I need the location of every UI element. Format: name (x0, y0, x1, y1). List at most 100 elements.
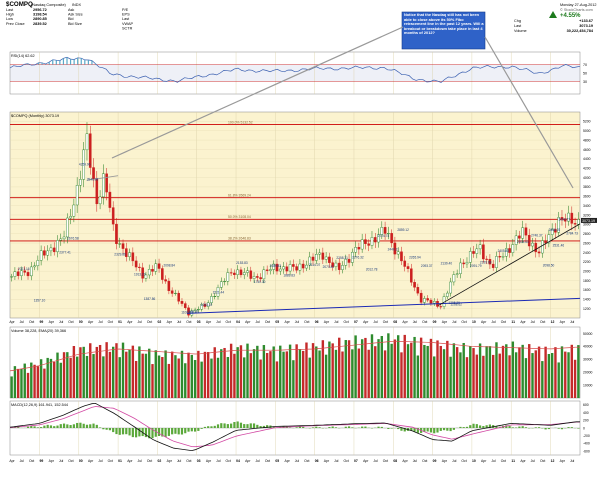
macd-hist-bar (522, 426, 524, 428)
macd-y-tick: 200 (583, 419, 589, 423)
volume-bar (538, 347, 540, 398)
macd-hist-bar (443, 428, 445, 430)
candle-body (404, 261, 406, 267)
rsi-y-tick: 50 (583, 72, 587, 76)
volume-bar (351, 349, 353, 398)
x-tick-label: Oct (29, 320, 34, 324)
candle-body (518, 236, 520, 238)
volume-bar (325, 355, 327, 398)
price-data-label: 1889.83 (283, 273, 295, 277)
x-tick-label: 07 (354, 459, 358, 463)
x-tick-label: Jul (491, 459, 496, 463)
macd-hist-bar (240, 423, 242, 428)
volume-bar (145, 354, 147, 398)
candle-body (102, 174, 104, 197)
macd-hist-bar (73, 424, 75, 428)
x-tick-label: Oct (186, 320, 191, 324)
macd-hist-bar (453, 428, 455, 430)
candle-body (122, 244, 124, 249)
volume-bar (246, 344, 248, 398)
volume-bar (178, 359, 180, 398)
volume-bar (53, 362, 55, 398)
candle-body (128, 253, 130, 257)
candle-body (165, 280, 167, 282)
volume-bar (89, 343, 91, 398)
price-data-label: 2329.86 (114, 253, 126, 257)
volume-bar (187, 353, 189, 398)
price-data-label: 2859.12 (397, 228, 409, 232)
candle-body (11, 277, 13, 278)
macd-hist-bar (446, 428, 448, 431)
macd-hist-bar (427, 428, 429, 431)
candle-body (364, 240, 366, 244)
macd-hist-bar (184, 428, 186, 433)
candle-body (148, 269, 150, 275)
volume-bar (358, 349, 360, 398)
x-tick-label: 06 (315, 320, 319, 324)
x-tick-label: 10 (472, 320, 476, 324)
volume-bar (138, 346, 140, 398)
x-tick-label: Apr (9, 459, 15, 463)
x-tick-label: Oct (68, 320, 73, 324)
volume-bar (577, 345, 579, 398)
x-tick-label: Jul (255, 459, 260, 463)
candle-body (525, 228, 527, 236)
volume-bar (574, 360, 576, 398)
macd-hist-bar (191, 428, 193, 431)
price-data-label: 2093.37 (421, 264, 433, 268)
x-tick-label: 09 (433, 320, 437, 324)
volume-bar (99, 345, 101, 398)
candle-body (469, 251, 471, 262)
macd-hist-bar (66, 424, 68, 428)
candle-body (318, 253, 320, 254)
candle-body (440, 306, 442, 307)
volume-bar (535, 350, 537, 398)
volume-bar (168, 364, 170, 398)
quote-label: Low (6, 17, 13, 21)
volume-bar (499, 354, 501, 398)
volume-bar (374, 346, 376, 398)
price-data-label: 1108.49 (187, 310, 199, 314)
candle-body (99, 197, 101, 204)
volume-y-tick: 40000 (583, 345, 593, 349)
macd-hist-bar (512, 427, 514, 428)
volume-bar (417, 356, 419, 398)
price-data-label: 2139.40 (441, 262, 453, 266)
quote-label: Last (514, 24, 522, 28)
x-tick-label: Oct (383, 459, 388, 463)
volume-bar (518, 347, 520, 398)
quote-value: +133.67 (579, 19, 593, 23)
x-tick-label: Apr (167, 320, 173, 324)
volume-bar (276, 361, 278, 398)
volume-bar (259, 360, 261, 398)
macd-hist-bar (128, 428, 130, 435)
x-tick-label: Oct (540, 459, 545, 463)
price-title: $COMPQ (Monthly) 3073.19 (11, 114, 59, 118)
volume-bar (295, 344, 297, 398)
volume-bar (404, 335, 406, 398)
macd-hist-bar (391, 428, 393, 429)
price-y-tick: 1200 (583, 307, 591, 311)
price-data-label: 2603.63 (517, 240, 529, 244)
macd-hist-bar (181, 428, 183, 435)
price-y-tick: 2000 (583, 269, 591, 273)
price-data-label: 2098.50 (543, 264, 555, 268)
x-tick-label: Jul (216, 320, 221, 324)
x-tick-label: Oct (265, 320, 270, 324)
volume-bar (571, 345, 573, 398)
price-y-tick: 4200 (583, 166, 591, 170)
volume-bar (191, 355, 193, 398)
macd-hist-bar (296, 427, 298, 428)
volume-bar (407, 344, 409, 398)
macd-hist-bar (328, 427, 330, 428)
candle-body (63, 237, 65, 239)
volume-bar (440, 346, 442, 398)
candle-body (240, 270, 242, 275)
price-data-label: 2676.58 (67, 237, 79, 241)
volume-bar (164, 350, 166, 398)
macd-hist-bar (201, 428, 203, 429)
x-tick-label: Jul (255, 320, 260, 324)
candle-body (348, 259, 350, 262)
macd-hist-bar (83, 424, 85, 428)
volume-bar (482, 356, 484, 398)
